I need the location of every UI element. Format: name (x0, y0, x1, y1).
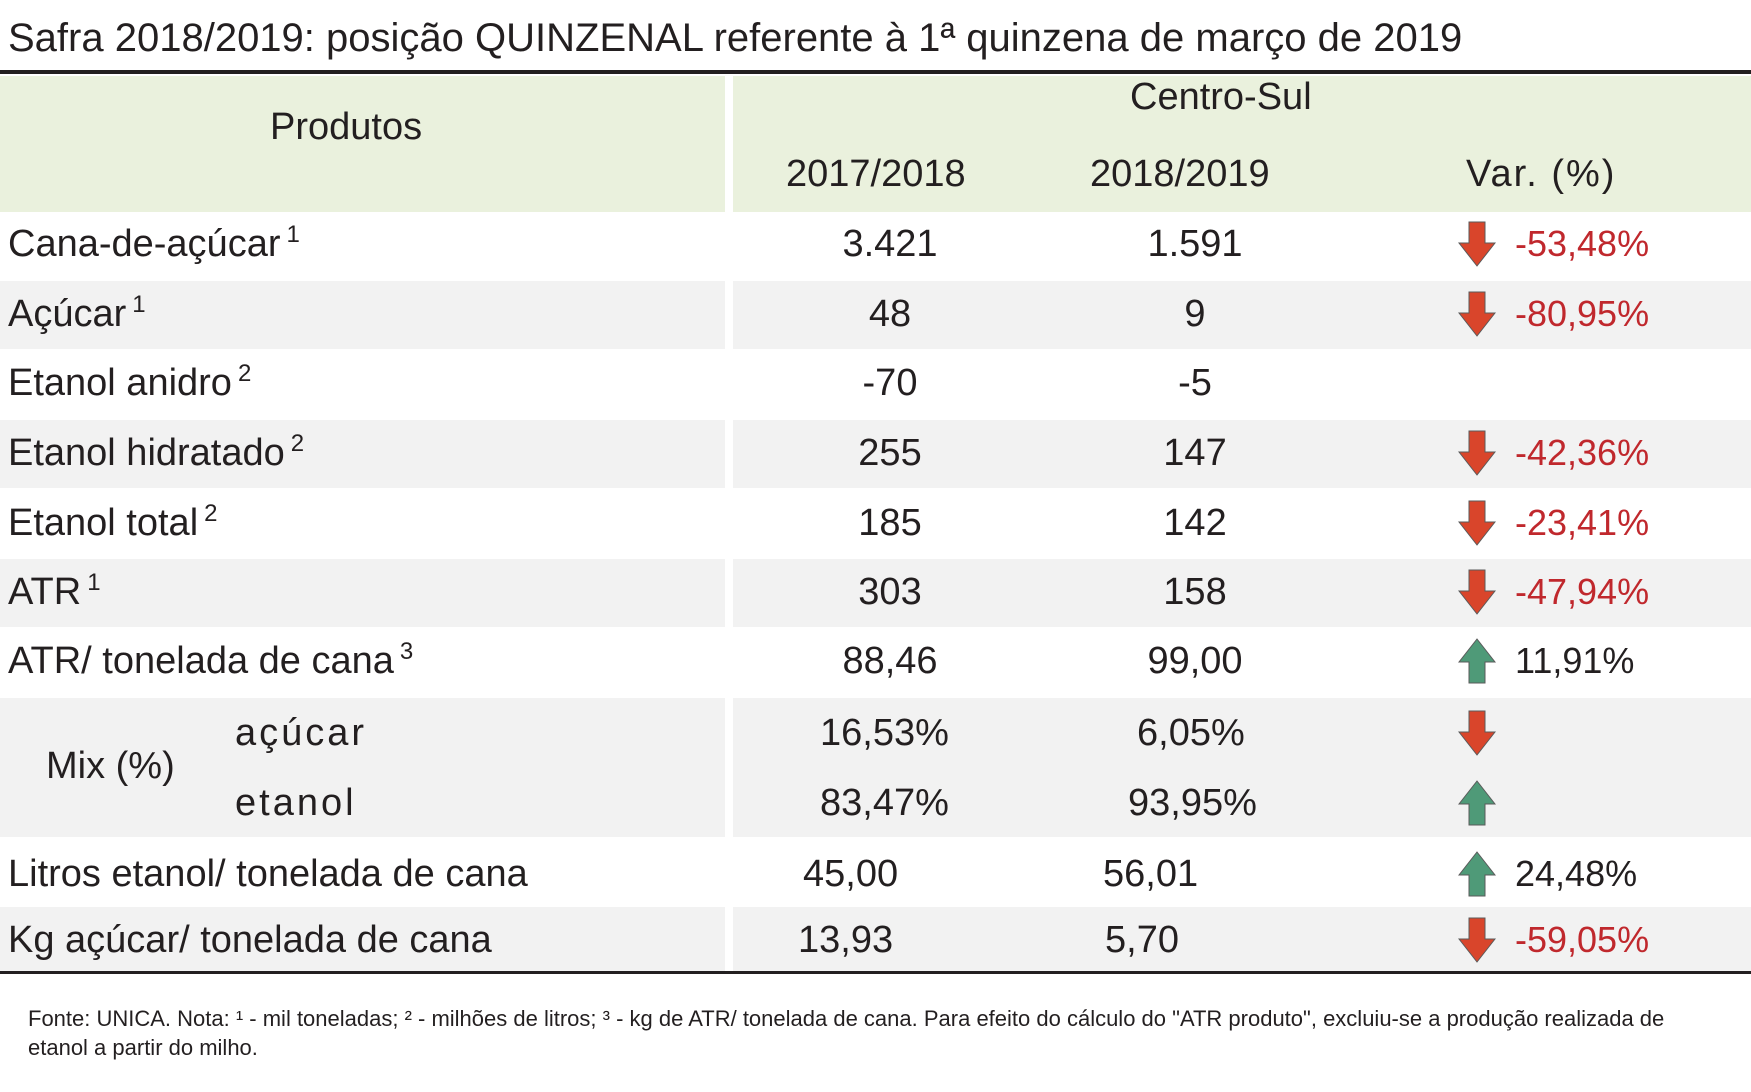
row-var: -23,41% (1515, 502, 1650, 543)
row-value-2017: 185 (858, 502, 922, 544)
footnote: Fonte: UNICA. Nota: ¹ - mil toneladas; ²… (28, 1006, 1665, 1060)
kg-label: Kg açúcar/ tonelada de cana (8, 919, 492, 961)
row-label-text: ATR (8, 571, 82, 613)
row-label: Etanol total 2 (8, 500, 218, 550)
row-label-text: Etanol anidro (8, 362, 232, 404)
kg-2017: 13,93 (798, 919, 894, 961)
arrow-down-icon (1458, 500, 1496, 546)
row-value-2017: -70 (862, 362, 918, 404)
header-col-2017: 2017/2018 (786, 153, 966, 195)
litros-label: Litros etanol/ tonelada de cana (8, 853, 528, 895)
row-label-text: Etanol total (8, 502, 199, 544)
mix-etanol-2017: 83,47% (820, 782, 949, 824)
row-value-2018: -5 (1178, 362, 1212, 404)
litros-var: 24,48% (1515, 853, 1638, 894)
header-region-cell: Centro-Sul 2017/2018 2018/2019 Var. (%) (733, 76, 1751, 212)
row-label-text: ATR/ tonelada de cana (8, 640, 394, 682)
row-value-2018: 147 (1163, 432, 1227, 474)
header-region: Centro-Sul (1130, 76, 1312, 118)
arrow-down-icon (1458, 710, 1496, 756)
arrow-up-icon (1458, 638, 1496, 684)
row-var: -53,48% (1515, 223, 1650, 264)
arrow-down-icon (1458, 430, 1496, 476)
arrow-up-icon (1458, 780, 1496, 826)
row-var: 11,91% (1515, 640, 1635, 681)
row-note-marker: 1 (286, 221, 300, 248)
row-value-2017: 255 (858, 432, 922, 474)
row-label: ATR/ tonelada de cana 3 (8, 638, 414, 688)
top-rule (0, 70, 1751, 74)
mix-acucar-label: açúcar (235, 712, 368, 754)
arrow-down-icon (1458, 291, 1496, 337)
row-note-marker: 2 (290, 430, 305, 457)
row-value-2017: 3.421 (842, 223, 938, 265)
header-col-var: Var. (%) (1466, 153, 1617, 195)
page-title: Safra 2018/2019: posição QUINZENAL refer… (8, 16, 1463, 60)
litros-2017: 45,00 (803, 853, 899, 895)
mix-etanol-label: etanol (235, 782, 357, 824)
row-var: -80,95% (1515, 293, 1650, 334)
mix-etanol-2018: 93,95% (1128, 782, 1257, 824)
row-label-text: Cana-de-açúcar (8, 223, 281, 265)
row-label-text: Etanol hidratado (8, 432, 285, 474)
row-note-marker: 2 (237, 360, 252, 387)
arrow-down-icon (1458, 221, 1496, 267)
row-stripe (0, 698, 1751, 837)
row-value-2018: 158 (1163, 571, 1227, 613)
header-produtos: Produtos (270, 106, 423, 148)
row-value-2018: 142 (1163, 502, 1227, 544)
header-produtos-cell: Produtos (0, 76, 725, 212)
row-note-marker: 3 (399, 638, 414, 665)
litros-2018: 56,01 (1103, 853, 1199, 895)
row-note-marker: 2 (204, 500, 218, 527)
row-var: -47,94% (1515, 571, 1650, 612)
row-value-2018: 99,00 (1147, 640, 1243, 682)
arrow-down-icon (1458, 917, 1496, 963)
kg-2018: 5,70 (1105, 919, 1179, 961)
kg-var: -59,05% (1515, 919, 1650, 960)
row-value-2018: 9 (1184, 293, 1206, 335)
mix-label: Mix (%) (46, 745, 175, 787)
row-label: Cana-de-açúcar 1 (8, 221, 300, 271)
row-value-2018: 1.591 (1147, 223, 1243, 265)
row-label: Etanol hidratado 2 (8, 430, 305, 480)
row-label: Açúcar 1 (8, 291, 146, 341)
row-label: Etanol anidro 2 (8, 360, 252, 410)
row-value-2017: 88,46 (842, 640, 938, 682)
row-stripe (0, 420, 1751, 488)
row-note-marker: 1 (132, 291, 146, 318)
bottom-rule (0, 971, 1751, 974)
row-value-2017: 303 (858, 571, 922, 613)
header-col-2018: 2018/2019 (1090, 153, 1270, 195)
mix-acucar-2018: 6,05% (1137, 712, 1245, 754)
mix-acucar-2017: 16,53% (820, 712, 949, 754)
arrow-up-icon (1458, 851, 1496, 897)
row-var: -42,36% (1515, 432, 1650, 473)
row-stripe (0, 281, 1751, 349)
arrow-down-icon (1458, 569, 1496, 615)
row-label-text: Açúcar (8, 293, 127, 335)
row-note-marker: 1 (87, 569, 101, 596)
row-stripe (0, 559, 1751, 627)
row-value-2017: 48 (868, 293, 912, 335)
row-label: ATR 1 (8, 569, 101, 619)
